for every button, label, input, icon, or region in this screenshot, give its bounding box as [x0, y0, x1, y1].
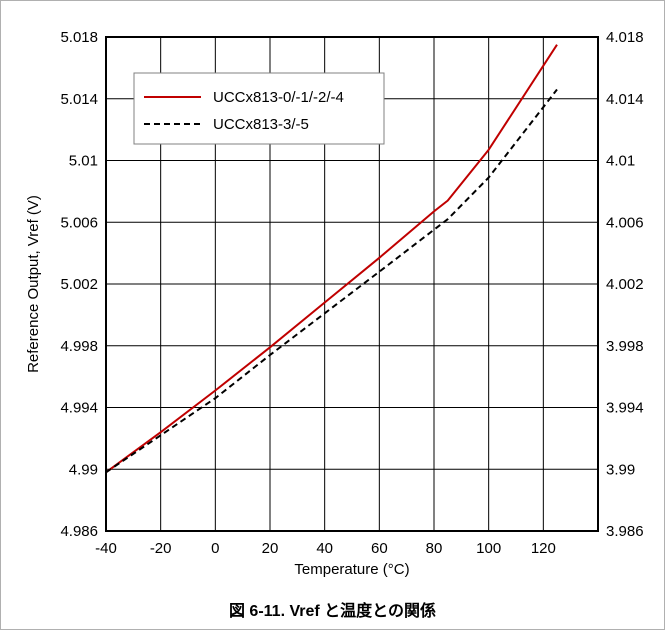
series-lines: [105, 44, 558, 474]
y-tick-label: 4.994: [60, 400, 98, 417]
y2-tick-label: 4.018: [606, 29, 644, 46]
y-tick-label: 4.986: [60, 523, 98, 540]
y-axis-label: Reference Output, Vref (V): [25, 195, 42, 373]
x-tick-label: -40: [95, 540, 117, 557]
x-tick-labels: -40 -20 0 20 40 60 80 100 120: [95, 540, 556, 557]
y-tick-label: 4.99: [69, 461, 98, 478]
x-tick-label: 60: [371, 540, 388, 557]
plot-area-frame: [105, 36, 599, 532]
y2-tick-label: 4.01: [606, 153, 635, 170]
y2-tick-label: 4.006: [606, 214, 644, 231]
y-tick-label: 5.002: [60, 276, 98, 293]
y2-tick-label: 3.986: [606, 523, 644, 540]
y2-tick-label: 4.002: [606, 276, 644, 293]
x-tick-label: 20: [262, 540, 279, 557]
x-tick-label: 40: [316, 540, 333, 557]
y2-tick-labels: 3.986 3.99 3.994 3.998 4.002 4.006 4.01 4.014 4.…: [606, 29, 644, 540]
y2-tick-label: 4.014: [606, 91, 644, 108]
y-tick-label: 4.998: [60, 338, 98, 355]
x-axis-label: Temperature (°C): [294, 561, 409, 578]
y-tick-label: 5.018: [60, 29, 98, 46]
x-tick-label: 80: [426, 540, 443, 557]
x-tick-label: 120: [531, 540, 556, 557]
x-tick-label: 0: [211, 540, 219, 557]
y2-tick-label: 3.994: [606, 400, 644, 417]
y2-tick-label: 3.99: [606, 461, 635, 478]
y-tick-label: 5.014: [60, 91, 98, 108]
y-tick-label: 5.006: [60, 214, 98, 231]
legend-label-series-2: UCCx813-3/-5: [213, 116, 309, 133]
series-line-1: [105, 44, 558, 474]
figure-caption: 図 6-11. Vref と温度との関係: [228, 603, 436, 620]
legend: UCCx813-0/-1/-2/-4 UCCx813-3/-5: [133, 72, 385, 145]
x-tick-label: -20: [150, 540, 172, 557]
y-tick-label: 5.01: [69, 153, 98, 170]
x-tick-label: 100: [476, 540, 501, 557]
y2-tick-label: 3.998: [606, 338, 644, 355]
vref-temperature-chart: -40 -20 0 20 40 60 80 100 120 4.986 4.99 4.994 4.99…: [25, 29, 644, 578]
y-tick-labels: 4.986 4.99 4.994 4.998 5.002 5.006 5.01 5.014 5.…: [60, 29, 98, 540]
grid: [106, 37, 598, 531]
series-line-2: [105, 88, 558, 474]
legend-box: [133, 72, 385, 145]
legend-label-series-1: UCCx813-0/-1/-2/-4: [213, 89, 344, 106]
